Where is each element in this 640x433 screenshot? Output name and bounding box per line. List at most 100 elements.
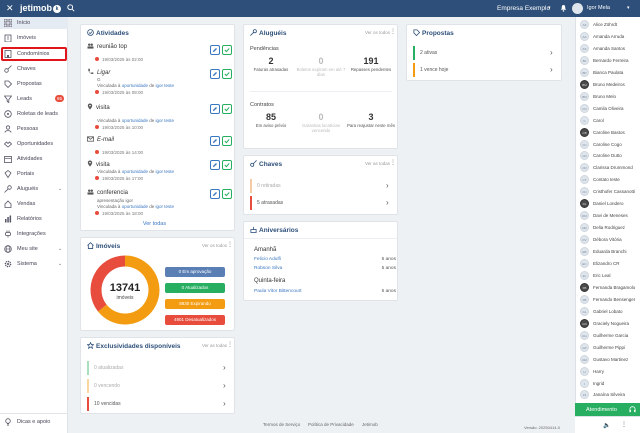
more-options-icon[interactable]: ⋮ <box>390 160 396 166</box>
ver-todas-link[interactable]: Ver as todas <box>202 343 228 348</box>
chevron-down-icon[interactable]: ⌄ <box>58 261 63 267</box>
link-oportunidade[interactable]: oportunidade <box>121 204 148 209</box>
sidebar-item-integracoes[interactable]: Integrações <box>0 228 68 240</box>
ver-todos-link[interactable]: Ver os todos <box>202 243 228 248</box>
contact-item[interactable]: EC Elizandro CR <box>580 259 640 269</box>
ver-todas-link[interactable]: Ver todas <box>142 221 167 227</box>
contact-item[interactable]: C Carol <box>580 115 640 126</box>
contact-item[interactable]: GP Guilherme Pippi <box>580 342 640 353</box>
contact-item[interactable]: GN Graciely Nogueira <box>580 318 640 329</box>
contact-item[interactable]: FB Fernanda Bragamolo <box>580 282 640 293</box>
sidebar-item-portais[interactable]: Portais <box>0 168 68 180</box>
contact-item[interactable]: CO Camila Oliveira <box>580 103 640 114</box>
link-oportunidade[interactable]: oportunidade <box>121 83 148 88</box>
sidebar-item-atividades[interactable]: Atividades <box>0 153 68 165</box>
contact-item[interactable]: BF Bernardo Ferreira <box>580 55 640 66</box>
sidebar-item-imoveis[interactable]: Imóveis <box>0 32 68 44</box>
stat-repasses-pendentes[interactable]: 191 Repasses pendentes <box>350 56 392 72</box>
legend-expirando[interactable]: 8830 Expirando <box>165 299 225 309</box>
chaves-retiradas-row[interactable]: 0 retiradas › <box>250 179 393 193</box>
complete-activity-button[interactable] <box>222 189 232 199</box>
contact-item[interactable]: CC Caroline Cogo <box>580 139 640 150</box>
contact-item[interactable]: BM Bruno Medeiros <box>580 79 640 90</box>
propostas-ativas-row[interactable]: 2 ativas › <box>413 46 557 60</box>
more-options-icon[interactable]: ⋮ <box>390 29 396 35</box>
search-icon[interactable] <box>67 4 75 12</box>
sidebar-item-inicio[interactable]: Início <box>0 17 68 29</box>
contact-item[interactable]: GM Gustavo Martinez <box>580 354 640 365</box>
contact-item[interactable]: CD Caroline Dutto <box>580 151 640 161</box>
sidebar-item-propostas[interactable]: Propostas <box>0 78 68 90</box>
contact-item[interactable]: CB Caroline Bastos <box>580 127 640 138</box>
stat-reajustar[interactable]: 3 Para reajustar neste mês <box>346 112 395 128</box>
sidebar-item-sistema[interactable]: Sistema ⌄ <box>0 258 68 270</box>
exclusividade-vencendo-row[interactable]: 0 vencendo › <box>87 379 230 393</box>
link-contact[interactable]: igor teste <box>155 169 175 174</box>
sidebar-item-oportunidades[interactable]: Oportunidades <box>0 138 68 150</box>
stat-boletos-expiram[interactable]: 0 Boletos expiram em até 7 dias <box>296 56 346 77</box>
complete-activity-button[interactable] <box>222 45 232 55</box>
privacy-link[interactable]: Política de Privacidade <box>308 422 354 427</box>
more-options-icon[interactable]: ⋮ <box>227 342 233 348</box>
user-avatar[interactable] <box>572 3 583 14</box>
contact-item[interactable]: DM Davi de Meneses <box>580 211 640 221</box>
contact-item[interactable]: I Ingrid <box>580 378 640 389</box>
link-oportunidade[interactable]: oportunidade <box>121 118 148 123</box>
chevron-down-icon[interactable]: ▾ <box>548 5 551 11</box>
stat-aviso-previo[interactable]: 85 Em aviso prévio <box>255 112 287 128</box>
chaves-atrasadas-row[interactable]: 5 atrasadas › <box>250 196 393 210</box>
terms-link[interactable]: Termos de Serviço <box>263 422 301 427</box>
ver-todos-link[interactable]: Ver os todos <box>365 30 391 35</box>
edit-activity-button[interactable] <box>210 45 220 55</box>
user-name[interactable]: Igor Mela <box>587 5 610 11</box>
company-selector[interactable]: Empresa Exemplo <box>497 5 551 12</box>
complete-activity-button[interactable] <box>222 69 232 79</box>
sidebar-item-dicas[interactable]: Dicas e apoio <box>0 416 68 428</box>
edit-activity-button[interactable] <box>210 69 220 79</box>
stat-faturas-atrasadas[interactable]: 2 Faturas atrasadas <box>253 56 289 72</box>
link-contact[interactable]: igor teste <box>155 204 175 209</box>
edit-activity-button[interactable] <box>210 104 220 114</box>
link-contact[interactable]: igor teste <box>155 83 175 88</box>
contact-item[interactable]: JS Janaína Silveira <box>580 390 640 400</box>
contact-item[interactable]: DV Débora Vitória <box>580 235 640 245</box>
stat-garantias-vencendo[interactable]: 0 Garantias locatícias vencendo <box>302 112 340 133</box>
exclusividade-vencidas-row[interactable]: 10 vencidas › <box>87 397 230 411</box>
brand-link[interactable]: Jetimob <box>362 422 378 427</box>
contact-item[interactable]: DL Daniel Londero <box>580 199 640 209</box>
sidebar-item-relatorios[interactable]: Relatórios <box>0 213 68 225</box>
edit-activity-button[interactable] <box>210 189 220 199</box>
contact-item[interactable]: CD Clarissa Drummond <box>580 163 640 173</box>
more-options-icon[interactable]: ⋮ <box>621 422 627 428</box>
chevron-down-icon[interactable]: ⌄ <box>58 186 63 192</box>
chevron-down-icon[interactable]: ▾ <box>627 5 630 11</box>
app-logo[interactable]: jetimob k <box>20 3 62 13</box>
complete-activity-button[interactable] <box>222 104 232 114</box>
edit-activity-button[interactable] <box>210 136 220 146</box>
link-oportunidade[interactable]: oportunidade <box>121 169 148 174</box>
edit-activity-button[interactable] <box>210 160 220 170</box>
contact-item[interactable]: GL Gabriel Lobato <box>580 306 640 317</box>
contact-item[interactable]: BM Bruno Melo <box>580 91 640 102</box>
contact-item[interactable]: EB Eduarda Branchi <box>580 247 640 257</box>
close-menu-icon[interactable]: ✕ <box>6 3 14 13</box>
contact-item[interactable]: AS Amanda Santos <box>580 43 640 54</box>
chevron-down-icon[interactable]: ⌄ <box>58 246 63 252</box>
contact-item[interactable]: GG Guilherme Garcia <box>580 330 640 341</box>
contact-item[interactable]: BP Bianca Paulata <box>580 67 640 78</box>
atendimento-button[interactable]: Atendimento <box>575 403 640 416</box>
more-options-icon[interactable]: ⋮ <box>227 242 233 248</box>
sidebar-item-roletas[interactable]: Roletas de leads <box>0 108 68 120</box>
contact-item[interactable]: CT Contato teste <box>580 175 640 185</box>
contact-item[interactable]: DR Delia Rodriguez <box>580 223 640 233</box>
sidebar-item-vendas[interactable]: Vendas <box>0 198 68 210</box>
sidebar-item-condominios[interactable]: Condomínios <box>0 48 68 60</box>
contact-item[interactable]: FB Fernando Bensenger <box>580 294 640 305</box>
complete-activity-button[interactable] <box>222 136 232 146</box>
legend-em-aprovacao[interactable]: 0 Em aprovação <box>165 267 225 277</box>
sidebar-item-meu-site[interactable]: Meu site ⌄ <box>0 243 68 255</box>
bell-icon[interactable] <box>560 4 567 12</box>
complete-activity-button[interactable] <box>222 160 232 170</box>
contact-item[interactable]: EL Eric Leal <box>580 270 640 281</box>
legend-atualizados[interactable]: 0 Atualizados <box>165 283 225 293</box>
